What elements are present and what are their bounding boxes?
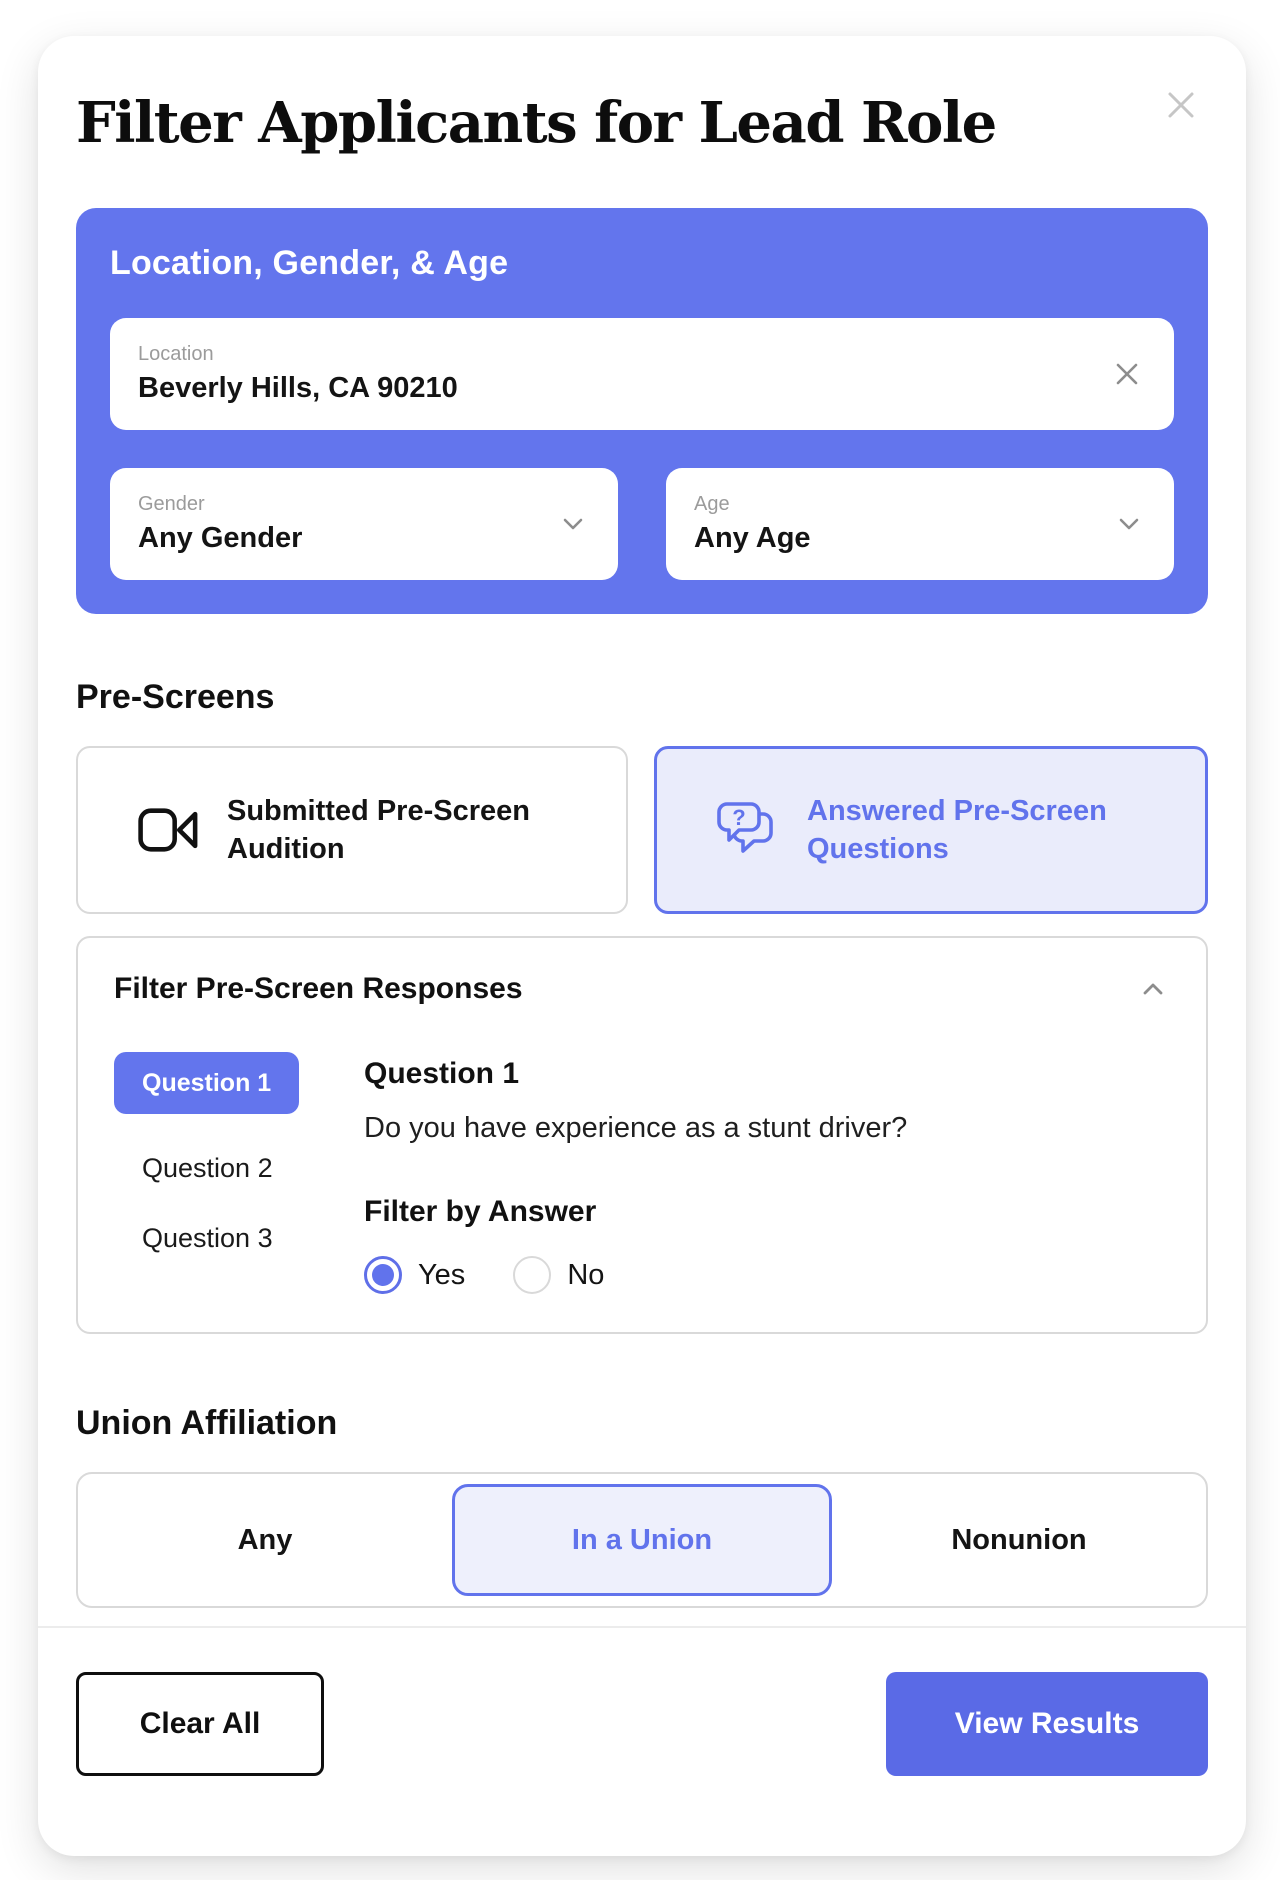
- prescreen-option-label: Submitted Pre-Screen Audition: [227, 795, 530, 865]
- tab-question-3[interactable]: Question 3: [142, 1223, 273, 1253]
- chat-question-icon: ?: [717, 802, 773, 853]
- radio-unselected-icon: [513, 1256, 552, 1294]
- view-results-button[interactable]: View Results: [886, 1672, 1208, 1776]
- prescreen-options: Submitted Pre-Screen Audition ? Answered…: [76, 746, 1208, 914]
- active-question-content: Question 1 Do you have experience as a s…: [364, 1052, 1170, 1294]
- modal-header: Filter Applicants for Lead Role: [76, 76, 1208, 156]
- filter-applicants-modal: Filter Applicants for Lead Role Location…: [38, 36, 1246, 1856]
- answer-option-no[interactable]: No: [513, 1256, 604, 1294]
- footer: Clear All View Results: [76, 1628, 1208, 1776]
- age-label: Age: [694, 493, 730, 515]
- chevron-down-icon: [563, 518, 583, 530]
- segment-in-a-union[interactable]: In a Union: [452, 1484, 832, 1596]
- chevron-down-icon: [1119, 518, 1139, 530]
- segment-any[interactable]: Any: [237, 1523, 293, 1556]
- clear-all-button[interactable]: Clear All: [76, 1672, 324, 1776]
- clear-location-icon: [1116, 363, 1138, 385]
- segment-nonunion[interactable]: Nonunion: [951, 1523, 1087, 1556]
- question-text: Do you have experience as a stunt driver…: [364, 1112, 908, 1144]
- location-input-texts: Location Beverly Hills, CA 90210: [138, 342, 1108, 406]
- answer-label: No: [567, 1258, 605, 1291]
- gender-select-texts: Gender Any Gender: [138, 492, 556, 556]
- prescreen-option-label: Answered Pre-Screen Questions: [807, 795, 1107, 865]
- responses-panel-title: Filter Pre-Screen Responses: [114, 972, 523, 1005]
- union-affiliation-control: Any In a Union Nonunion: [76, 1472, 1208, 1608]
- location-gender-age-panel: Location, Gender, & Age Location Beverly…: [76, 208, 1208, 614]
- age-select-texts: Age Any Age: [694, 492, 1112, 556]
- filter-prescreen-responses-panel: Filter Pre-Screen Responses Question 1 Q…: [76, 936, 1208, 1334]
- filter-by-answer-heading: Filter by Answer: [364, 1195, 597, 1228]
- question-heading: Question 1: [364, 1057, 520, 1090]
- responses-panel-header[interactable]: Filter Pre-Screen Responses: [114, 970, 1170, 1008]
- svg-text:?: ?: [732, 805, 745, 830]
- radio-selected-icon: [364, 1256, 402, 1294]
- age-value: Any Age: [694, 522, 811, 554]
- close-button[interactable]: [1154, 78, 1208, 132]
- answer-label: Yes: [418, 1258, 466, 1291]
- location-value: Beverly Hills, CA 90210: [138, 372, 458, 404]
- submitted-prescreen-audition-option[interactable]: Submitted Pre-Screen Audition: [76, 746, 628, 914]
- question-tabs: Question 1 Question 2 Question 3: [114, 1052, 364, 1294]
- answered-prescreen-questions-option[interactable]: ? Answered Pre-Screen Questions: [654, 746, 1208, 914]
- close-icon: [1168, 92, 1194, 118]
- location-panel-heading: Location, Gender, & Age: [110, 244, 509, 282]
- chevron-up-icon: [1143, 983, 1163, 995]
- prescreens-heading: Pre-Screens: [76, 678, 275, 716]
- gender-age-row: Gender Any Gender Age Any Age: [110, 468, 1174, 580]
- clear-location-button[interactable]: [1108, 355, 1146, 393]
- page-title: Filter Applicants for Lead Role: [76, 90, 997, 156]
- answer-option-yes[interactable]: Yes: [364, 1256, 465, 1294]
- footer-divider: [38, 1626, 1246, 1628]
- gender-value: Any Gender: [138, 522, 303, 554]
- answer-options: Yes No: [364, 1256, 1170, 1294]
- union-affiliation-heading: Union Affiliation: [76, 1404, 338, 1442]
- tab-question-1[interactable]: Question 1: [114, 1052, 300, 1114]
- gender-label: Gender: [138, 493, 205, 515]
- gender-select[interactable]: Gender Any Gender: [110, 468, 618, 580]
- location-input[interactable]: Location Beverly Hills, CA 90210: [110, 318, 1174, 430]
- tab-question-2[interactable]: Question 2: [142, 1153, 273, 1183]
- responses-panel-body: Question 1 Question 2 Question 3 Questio…: [114, 1052, 1170, 1294]
- age-select[interactable]: Age Any Age: [666, 468, 1174, 580]
- location-label: Location: [138, 343, 214, 365]
- video-camera-icon: [138, 808, 198, 852]
